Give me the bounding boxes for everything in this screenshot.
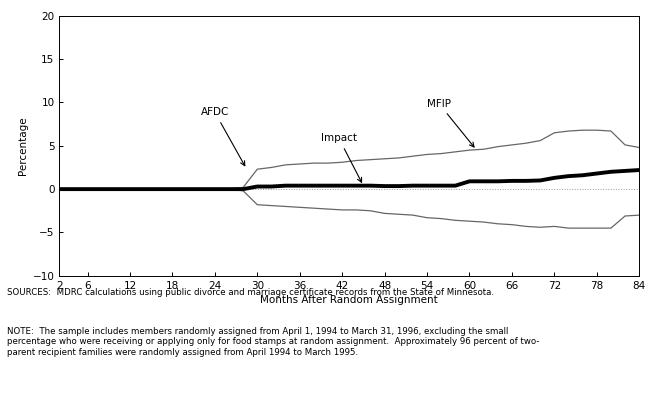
Text: MFIP: MFIP [427,99,474,147]
X-axis label: Months After Random Assignment: Months After Random Assignment [260,295,438,305]
Text: AFDC: AFDC [201,108,244,165]
Y-axis label: Percentage: Percentage [18,117,28,175]
Text: SOURCES:  MDRC calculations using public divorce and marriage certificate record: SOURCES: MDRC calculations using public … [7,288,494,297]
Text: Impact: Impact [321,134,362,182]
Text: NOTE:  The sample includes members randomly assigned from April 1, 1994 to March: NOTE: The sample includes members random… [7,327,539,357]
